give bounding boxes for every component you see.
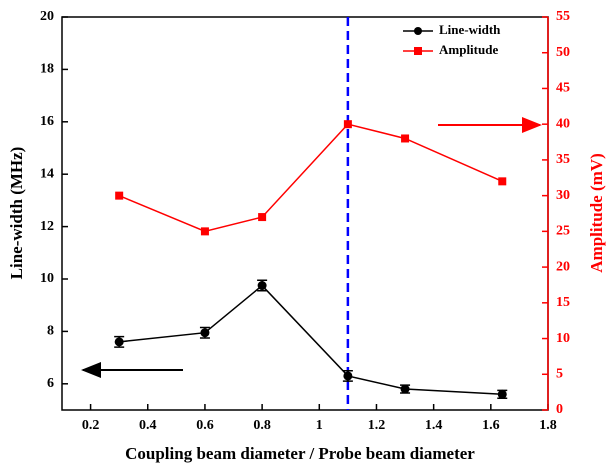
y2-tick-label: 50 [556,45,570,60]
plot-frame [61,16,549,411]
data-point [257,281,267,291]
data-point [498,177,507,186]
legend-marker [414,27,422,35]
data-point [401,134,410,143]
series-line [118,123,503,233]
x-tick-label: 0.2 [82,418,100,433]
y-axis-label: Line-width (MHz) [7,147,26,280]
y2-axis-label: Amplitude (mV) [587,153,606,272]
x-tick-label: 0.4 [139,418,157,433]
y-tick-label: 16 [40,114,54,129]
data-point [343,371,353,381]
y2-tick-label: 40 [556,116,570,131]
y-tick-label: 20 [40,9,54,24]
legend-label: Line-width [439,22,501,37]
data-point [200,227,209,236]
y-tick-label: 12 [40,219,54,234]
y2-tick-label: 25 [556,224,570,239]
x-tick-label: 1.6 [482,418,500,433]
data-point [343,120,352,129]
y2-tick-label: 15 [556,295,570,310]
x-tick-label: 1.4 [425,418,443,433]
legend-marker [414,47,422,55]
x-tick-label: 0.6 [196,418,214,433]
data-point [114,337,124,347]
x-tick-label: 1 [316,418,323,433]
y2-tick-label: 30 [556,188,570,203]
y2-tick-label: 20 [556,259,570,274]
y2-tick-label: 0 [556,402,563,417]
y-tick-label: 8 [47,324,54,339]
y2-tick-label: 35 [556,152,570,167]
y2-tick-label: 10 [556,331,570,346]
y-tick-label: 10 [40,271,54,286]
data-point [400,384,410,394]
y-tick-label: 6 [47,376,54,391]
data-point [258,213,267,222]
data-point [115,191,124,200]
y-tick-label: 14 [40,166,54,181]
y2-tick-label: 45 [556,81,570,96]
y2-tick-label: 5 [556,366,563,381]
data-point [200,328,210,338]
x-tick-label: 1.8 [539,418,557,433]
x-tick-label: 1.2 [368,418,386,433]
data-point [497,389,507,399]
y-tick-label: 18 [40,62,54,77]
x-axis-label: Coupling beam diameter / Probe beam diam… [125,444,475,463]
x-tick-label: 0.8 [253,418,271,433]
y2-tick-label: 55 [556,9,570,24]
series-line [119,284,503,396]
legend-label: Amplitude [439,42,498,57]
